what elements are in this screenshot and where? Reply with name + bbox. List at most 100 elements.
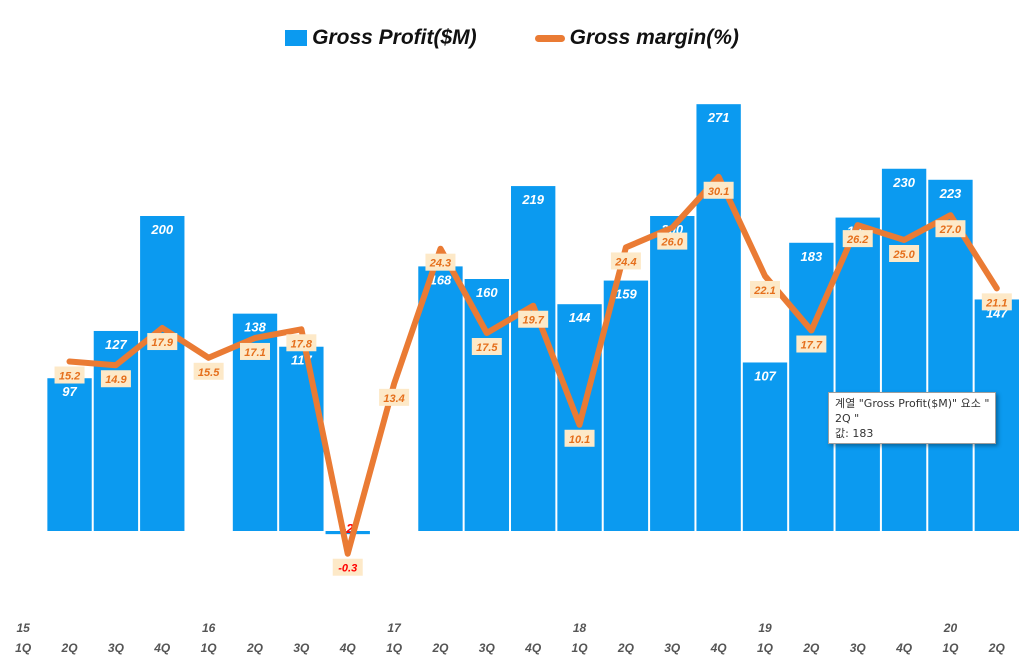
- x-quarter-label: 3Q: [108, 641, 125, 655]
- x-year-label: 20: [943, 621, 958, 635]
- x-quarter-label: 1Q: [572, 641, 589, 655]
- line-label-bg: [518, 310, 549, 328]
- x-quarter-label: 4Q: [153, 641, 171, 655]
- x-quarter-label: 1Q: [757, 641, 774, 655]
- x-quarter-label: 2Q: [802, 641, 820, 655]
- x-quarter-label: 2Q: [988, 641, 1006, 655]
- bar: [742, 362, 788, 531]
- x-quarter-label: 3Q: [664, 641, 681, 655]
- bar: [464, 279, 509, 531]
- line-value-label: 19.7: [522, 315, 544, 327]
- legend-line-label: Gross margin(%): [569, 26, 739, 49]
- line-value-label: 15.2: [59, 371, 80, 383]
- bar-value-label: 144: [569, 310, 591, 325]
- x-year-label: 16: [202, 621, 216, 635]
- x-quarter-label: 1Q: [201, 641, 218, 655]
- bar-value-label: 200: [150, 222, 173, 237]
- bar-value-label: 183: [801, 249, 823, 264]
- line-label-bg: [750, 280, 780, 298]
- line-label-bg: [564, 429, 595, 447]
- bar-value-label: 230: [892, 175, 915, 190]
- line-label-bg: [193, 362, 224, 380]
- line-label-bg: [425, 253, 456, 271]
- bar-value-label: 168: [430, 272, 452, 287]
- line-label-bg: [889, 245, 920, 262]
- bar: [511, 186, 556, 531]
- line-value-label: 17.9: [152, 337, 174, 349]
- gross-margin-line: [66, 173, 1000, 557]
- line-value-label: -0.3: [338, 563, 357, 575]
- line-label-bg: [240, 342, 270, 360]
- line-label-bg: [147, 333, 178, 351]
- x-quarter-label: 2Q: [617, 641, 635, 655]
- line-label-bg: [935, 220, 966, 238]
- tooltip-value-line: 값: 183: [835, 427, 874, 440]
- bar: [418, 266, 463, 531]
- bar-value-label: 223: [939, 186, 962, 201]
- legend-bar-swatch: [285, 30, 308, 46]
- legend-item-gross-profit[interactable]: Gross Profit($M): [285, 26, 477, 50]
- legend-item-gross-margin[interactable]: Gross margin(%): [534, 26, 739, 50]
- line-label-bg: [703, 181, 734, 199]
- x-year-label: 18: [573, 621, 587, 635]
- line-label-bg: [796, 335, 827, 353]
- x-quarter-label: 4Q: [710, 641, 728, 655]
- line-value-label: 24.4: [614, 256, 636, 268]
- bar-value-label: 160: [476, 285, 498, 300]
- bar: [47, 378, 92, 531]
- bar-value-label: 97: [62, 384, 77, 399]
- bar-value-label: 127: [105, 337, 127, 352]
- line-value-label: 13.4: [383, 393, 404, 405]
- line-value-label: 21.1: [985, 297, 1007, 309]
- x-quarter-label: 1Q: [15, 641, 32, 655]
- line-label-bg: [981, 293, 1012, 311]
- bar: [696, 104, 741, 532]
- line-label-bg: [379, 388, 410, 406]
- tooltip-series-line: 계열 "Gross Profit($M)" 요소 ": [835, 397, 990, 410]
- x-quarter-label: 4Q: [895, 641, 913, 655]
- line-value-label: 22.1: [753, 285, 775, 297]
- x-quarter-label: 4Q: [339, 641, 357, 655]
- line-value-label: 24.3: [429, 258, 451, 270]
- x-quarter-label: 2Q: [61, 641, 79, 655]
- line-value-label: 25.0: [892, 249, 915, 261]
- bar: [140, 216, 185, 531]
- line-value-label: 26.0: [661, 237, 684, 249]
- x-quarter-label: 3Q: [293, 641, 310, 655]
- bar-value-label: 219: [521, 192, 544, 207]
- x-quarter-label: 3Q: [479, 641, 496, 655]
- bar: [325, 531, 370, 535]
- line-value-label: 27.0: [939, 224, 962, 236]
- line-value-label: 17.5: [476, 342, 498, 354]
- line-label-bg: [657, 232, 688, 250]
- tooltip-category-line: 2Q ": [835, 412, 860, 425]
- x-quarter-label: 4Q: [524, 641, 542, 655]
- x-year-label: 15: [17, 621, 31, 635]
- bar: [650, 216, 695, 531]
- x-quarter-label: 1Q: [386, 641, 403, 655]
- line-value-label: 10.1: [569, 434, 590, 446]
- line-value-label: 15.5: [198, 367, 220, 379]
- line-label-bg: [54, 366, 85, 384]
- bar-value-label: 107: [754, 368, 776, 383]
- line-label-bg: [610, 252, 641, 270]
- x-quarter-label: 2Q: [246, 641, 264, 655]
- bar: [603, 280, 649, 531]
- line-label-bg: [286, 334, 317, 352]
- line-value-label: 26.2: [846, 234, 868, 246]
- bar-value-label: 271: [707, 110, 730, 125]
- legend-line-swatch: [534, 34, 565, 42]
- legend-bar-label: Gross Profit($M): [312, 26, 477, 49]
- bar-value-label: 159: [615, 287, 637, 302]
- line-label-bg: [100, 370, 131, 388]
- data-tooltip: 계열 "Gross Profit($M)" 요소 " 2Q " 값: 183: [828, 392, 996, 444]
- x-quarter-label: 2Q: [431, 641, 449, 655]
- bar: [881, 168, 927, 531]
- bar: [789, 242, 834, 531]
- bar-value-label: 138: [244, 320, 266, 335]
- x-quarter-label: 1Q: [942, 641, 959, 655]
- bar: [835, 217, 880, 531]
- line-label-bg: [842, 230, 873, 248]
- x-year-label: 19: [758, 621, 772, 635]
